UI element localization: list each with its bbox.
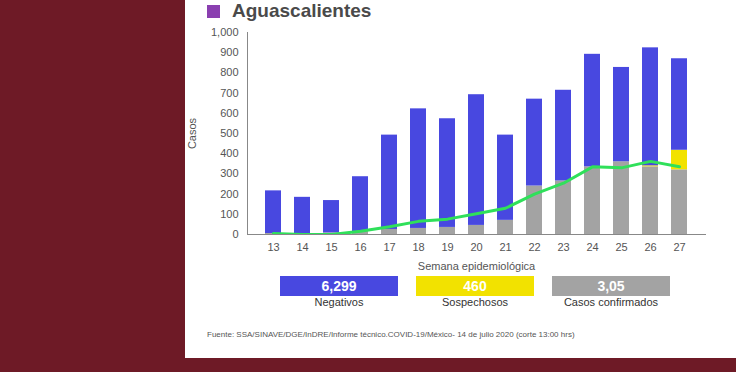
svg-text:21: 21 (499, 241, 511, 253)
svg-text:15: 15 (325, 241, 337, 253)
svg-text:900: 900 (220, 46, 238, 58)
svg-text:500: 500 (220, 127, 238, 139)
svg-text:0: 0 (232, 228, 238, 240)
html-text:3,05: 3,05 (597, 278, 625, 294)
svg-text:24: 24 (586, 241, 598, 253)
html-text:Fuente: SSA/SINAVE/DGE/InDRE/I: Fuente: SSA/SINAVE/DGE/InDRE/Informe téc… (207, 330, 575, 339)
html-text:6,299: 6,299 (321, 278, 357, 294)
svg-text:27: 27 (673, 241, 685, 253)
svg-text:400: 400 (220, 147, 238, 159)
svg-text:13: 13 (267, 241, 279, 253)
svg-text:20: 20 (470, 241, 482, 253)
html-text:Sospechosos: Sospechosos (442, 296, 508, 308)
svg-text:600: 600 (220, 107, 238, 119)
svg-text:800: 800 (220, 66, 238, 78)
html-text:460: 460 (463, 278, 487, 294)
svg-text:100: 100 (220, 208, 238, 220)
html-text:Casos confirmados: Casos confirmados (563, 296, 659, 308)
svg-text:Casos: Casos (186, 117, 198, 149)
svg-text:200: 200 (220, 188, 238, 200)
svg-text:25: 25 (615, 241, 627, 253)
svg-text:16: 16 (354, 241, 366, 253)
svg-text:14: 14 (296, 241, 308, 253)
svg-text:700: 700 (220, 87, 238, 99)
svg-text:26: 26 (644, 241, 656, 253)
svg-text:1,000: 1,000 (211, 26, 239, 38)
html-text:Aguascalientes: Aguascalientes (232, 0, 372, 21)
svg-text:300: 300 (220, 167, 238, 179)
html-text:Negativos: Negativos (314, 296, 364, 308)
svg-text:18: 18 (412, 241, 424, 253)
svg-text:19: 19 (441, 241, 453, 253)
svg-text:22: 22 (528, 241, 540, 253)
svg-text:Semana epidemiológica: Semana epidemiológica (418, 260, 536, 272)
svg-text:23: 23 (557, 241, 569, 253)
svg-text:17: 17 (383, 241, 395, 253)
